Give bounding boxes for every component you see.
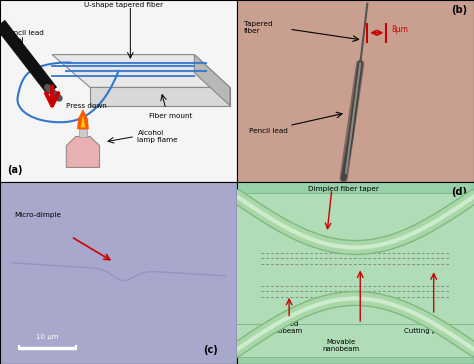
- Text: Movable
nanobeam: Movable nanobeam: [323, 339, 360, 352]
- Text: Dimpled fiber taper: Dimpled fiber taper: [308, 186, 379, 191]
- Text: Cutting point: Cutting point: [404, 328, 449, 333]
- Polygon shape: [81, 115, 85, 127]
- Text: Alcohol
lamp flame: Alcohol lamp flame: [137, 130, 178, 143]
- FancyBboxPatch shape: [185, 226, 474, 357]
- Text: Fiber mount: Fiber mount: [149, 113, 192, 119]
- Text: U-shape tapered fiber: U-shape tapered fiber: [84, 2, 163, 8]
- Text: Tapered
fiber: Tapered fiber: [244, 21, 273, 34]
- Polygon shape: [194, 55, 230, 106]
- Polygon shape: [77, 109, 89, 129]
- Bar: [79, 129, 86, 136]
- Text: 8μm: 8μm: [391, 25, 408, 33]
- Text: 10 μm: 10 μm: [36, 335, 59, 340]
- Polygon shape: [90, 87, 230, 106]
- FancyBboxPatch shape: [185, 193, 474, 324]
- Text: (c): (c): [203, 345, 218, 355]
- FancyBboxPatch shape: [185, 177, 474, 364]
- Text: Anchored
nanobeam: Anchored nanobeam: [265, 321, 302, 334]
- Text: Micro-dimple: Micro-dimple: [14, 212, 61, 218]
- Polygon shape: [66, 136, 100, 167]
- Polygon shape: [52, 55, 230, 87]
- Text: (b): (b): [451, 5, 467, 15]
- Text: (a): (a): [7, 165, 23, 175]
- Text: Pencil lead: Pencil lead: [5, 30, 44, 36]
- Text: Press down: Press down: [66, 103, 107, 108]
- Text: Pencil lead: Pencil lead: [249, 128, 288, 134]
- Text: (d): (d): [451, 187, 467, 197]
- FancyBboxPatch shape: [175, 164, 474, 364]
